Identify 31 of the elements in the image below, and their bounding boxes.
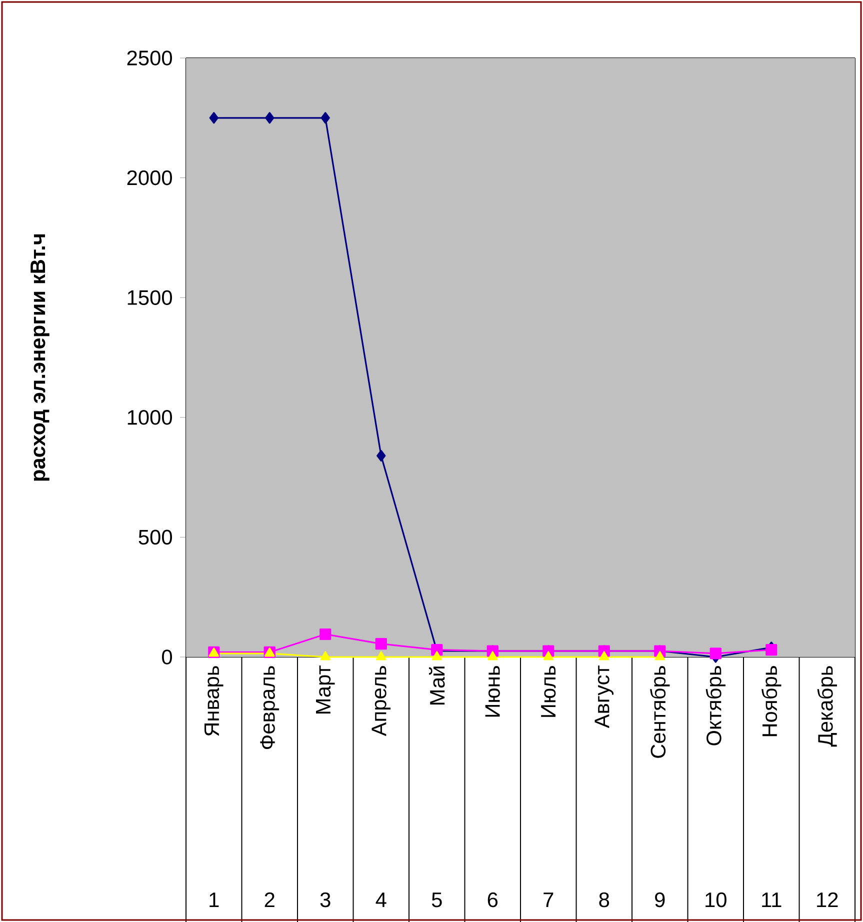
text: 11 [762, 892, 782, 908]
text: 3 [320, 892, 330, 908]
text: 7 [544, 892, 554, 908]
x-tick-label: Январь [204, 666, 224, 736]
x-tick-label: Сентябрь [650, 666, 670, 758]
text: 4 [376, 892, 386, 908]
y-tick-label: 500 [138, 530, 172, 545]
text: 6 [488, 892, 498, 908]
text: 10 [706, 892, 726, 908]
y-tick-label: 2500 [127, 50, 172, 66]
x-tick-label: Февраль [260, 666, 280, 750]
x-tick-label: Май [429, 666, 445, 704]
x-tick-label: Ноябрь [762, 666, 782, 736]
x-tick-label: Август [594, 666, 614, 728]
text: 2 [264, 892, 274, 908]
x-tick-label: Март [316, 666, 335, 714]
y-tick-label: 2000 [127, 170, 172, 186]
y-tick-label: 1000 [128, 410, 172, 425]
x-tick-label: Апрель [372, 666, 390, 736]
text: 1 [210, 892, 219, 908]
text: 9 [655, 892, 665, 908]
x-tick-label: Октябрь [706, 666, 726, 746]
y-tick-label: 1500 [128, 290, 172, 305]
text: 5 [432, 892, 442, 908]
text: 8 [599, 892, 610, 908]
y-axis-title: расход эл.энергии кВт.ч [30, 234, 50, 481]
x-tick-label: Декабрь [817, 666, 837, 747]
x-tick-label: Июль [541, 666, 556, 717]
y-tick-label: 0 [162, 650, 172, 664]
text: 12 [817, 892, 838, 908]
x-tick-label: Июнь [485, 666, 500, 717]
